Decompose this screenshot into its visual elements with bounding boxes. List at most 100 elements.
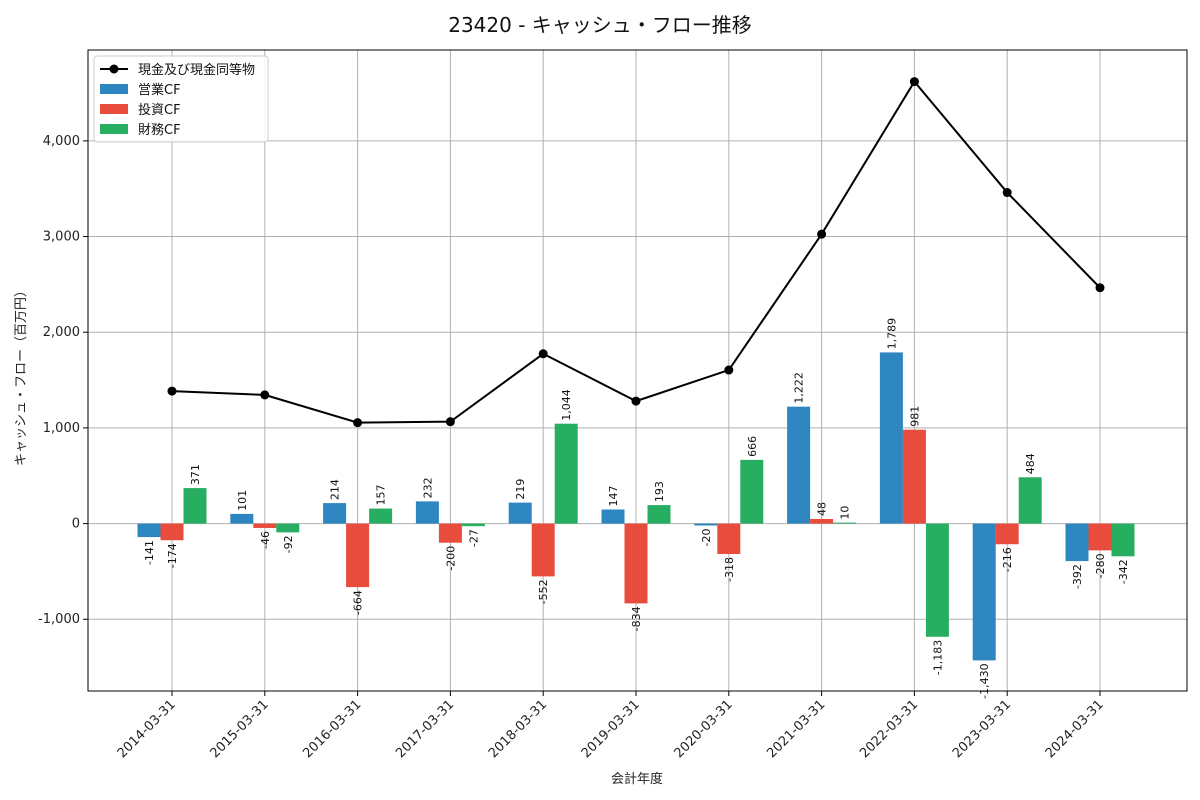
bar-2 [833,522,857,524]
legend-line-marker [109,64,119,74]
x-tick-label: 2024-03-31 [1043,697,1107,761]
legend-swatch [100,84,128,94]
bar-0 [323,503,347,524]
bar-2 [276,523,300,533]
bar-value-label: 1,044 [560,389,573,421]
cash-point [445,417,455,427]
bar-value-label: -216 [1001,547,1014,572]
cash-point [631,396,641,406]
x-tick-label: 2023-03-31 [950,697,1014,761]
bar-value-label: 232 [421,477,434,498]
bar-1 [346,523,370,588]
bar-0 [137,523,161,538]
bar-1 [253,523,277,528]
bar-0 [230,513,254,524]
y-tick-label: 2,000 [43,325,80,340]
legend-label: 現金及び現金同等物 [138,62,255,78]
cash-point [260,390,270,400]
legend-label: 営業CF [138,82,181,98]
bar-1 [902,429,926,524]
bar-2 [1018,477,1042,524]
legend-swatch [100,124,128,134]
bar-value-label: 484 [1024,453,1037,474]
cash-point [538,349,548,359]
legend-swatch [100,104,128,114]
bar-1 [1088,523,1112,551]
bar-1 [160,523,184,541]
bar-0 [694,523,718,526]
bar-value-label: -27 [467,529,480,547]
bar-value-label: 10 [839,506,852,520]
cash-point [353,418,363,428]
bar-value-label: 666 [746,436,759,457]
bar-0 [508,502,532,524]
legend-label: 投資CF [138,102,181,118]
bar-value-label: -46 [259,531,272,549]
cash-point [1095,283,1105,293]
cash-point [909,77,919,87]
y-tick-label: -1,000 [38,612,80,627]
bar-value-label: 219 [514,479,527,500]
x-tick-label: 2021-03-31 [764,697,828,761]
bar-2 [554,423,578,524]
plot-frame [87,49,1188,692]
legend-box [93,55,269,143]
x-tick-label: 2019-03-31 [579,697,643,761]
bar-1 [624,523,648,604]
bar-value-label: 1,789 [885,318,898,350]
y-tick-label: 0 [72,517,80,532]
x-axis-title: 会計年度 [611,771,663,787]
bar-2 [740,459,764,524]
cash-point [724,365,734,375]
bar-1 [531,523,555,577]
bar-0 [879,352,903,524]
bar-value-label: 371 [189,464,202,485]
bar-value-label: 981 [908,406,921,427]
bar-1 [438,523,462,543]
x-tick-label: 2014-03-31 [115,697,179,761]
x-tick-label: 2020-03-31 [672,697,736,761]
bar-value-label: 214 [329,479,342,500]
bar-2 [183,488,207,524]
x-tick-label: 2018-03-31 [486,697,550,761]
bar-value-label: -392 [1071,564,1084,589]
x-tick-label: 2017-03-31 [393,697,457,761]
cash-point [167,386,177,396]
bar-2 [461,523,485,527]
cash-point [817,229,827,239]
bar-value-label: -280 [1094,553,1107,578]
bar-value-label: -92 [282,535,295,553]
bar-value-label: -141 [143,540,156,565]
bar-value-label: -318 [723,557,736,582]
bar-1 [717,523,741,554]
bar-0 [787,406,811,524]
bar-value-label: -174 [166,543,179,568]
chart-title: 23420 - キャッシュ・フロー推移 [448,13,752,37]
bar-0 [1065,523,1089,562]
bar-value-label: -664 [352,590,365,615]
bar-2 [1111,523,1135,557]
bar-value-label: 147 [607,486,620,507]
y-tick-label: 1,000 [43,421,80,436]
x-tick-label: 2022-03-31 [857,697,921,761]
y-tick-label: 3,000 [43,230,80,245]
x-tick-label: 2016-03-31 [300,697,364,761]
bar-2 [647,505,671,524]
bar-value-label: 157 [375,485,388,506]
bar-0 [972,523,996,661]
bar-value-label: -552 [537,579,550,604]
bar-2 [369,508,393,524]
bar-0 [415,501,439,524]
bar-value-label: -20 [700,528,713,546]
y-tick-label: 4,000 [43,134,80,149]
bar-1 [995,523,1019,545]
bar-layer [137,352,1135,661]
legend-label: 財務CF [138,123,181,138]
bar-value-label: 193 [653,481,666,502]
line-layer [167,77,1105,428]
bar-value-label: -1,430 [978,663,991,698]
bar-value-label: 1,222 [793,372,806,404]
bar-value-label: 101 [236,490,249,511]
y-axis-title: キャッシュ・フロー（百万円） [14,284,29,466]
